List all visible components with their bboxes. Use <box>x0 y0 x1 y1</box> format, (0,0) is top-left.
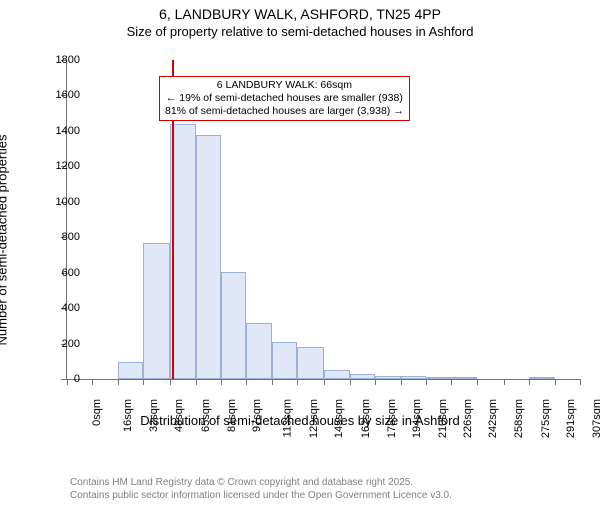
histogram-bar <box>221 272 246 379</box>
histogram-bar <box>401 376 426 379</box>
x-tick-label: 0sqm <box>91 399 103 426</box>
histogram-bar <box>143 243 170 379</box>
x-tick <box>272 379 273 385</box>
attribution-line2: Contains public sector information licen… <box>70 490 452 503</box>
x-tick <box>426 379 427 385</box>
attribution-text: Contains HM Land Registry data © Crown c… <box>70 477 452 502</box>
annotation-box: 6 LANDBURY WALK: 66sqm← 19% of semi-deta… <box>159 76 410 121</box>
histogram-bar <box>324 370 349 379</box>
x-tick <box>196 379 197 385</box>
histogram-bar <box>196 135 221 379</box>
x-tick-label: 291sqm <box>565 399 577 438</box>
y-tick-label: 0 <box>40 373 80 385</box>
x-tick-label: 81sqm <box>226 399 238 432</box>
x-tick-label: 194sqm <box>411 399 423 438</box>
x-tick <box>401 379 402 385</box>
x-tick <box>504 379 505 385</box>
x-tick <box>477 379 478 385</box>
x-tick-label: 129sqm <box>308 399 320 438</box>
x-tick <box>297 379 298 385</box>
x-tick <box>451 379 452 385</box>
y-tick-label: 400 <box>40 302 80 314</box>
x-tick-label: 32sqm <box>148 399 160 432</box>
x-tick-label: 178sqm <box>386 399 398 438</box>
x-tick <box>324 379 325 385</box>
attribution-line1: Contains HM Land Registry data © Crown c… <box>70 477 452 490</box>
histogram-bar <box>246 323 271 379</box>
annotation-line: ← 19% of semi-detached houses are smalle… <box>165 92 404 105</box>
x-tick-label: 65sqm <box>200 399 212 432</box>
histogram-bar <box>375 376 400 379</box>
x-tick <box>350 379 351 385</box>
y-tick-label: 1800 <box>40 54 80 66</box>
y-tick-label: 200 <box>40 338 80 350</box>
page-subtitle: Size of property relative to semi-detach… <box>0 24 600 39</box>
x-tick-label: 97sqm <box>251 399 263 432</box>
y-tick-label: 800 <box>40 231 80 243</box>
page-title: 6, LANDBURY WALK, ASHFORD, TN25 4PP <box>0 6 600 22</box>
histogram-bar <box>426 377 451 379</box>
annotation-line: 81% of semi-detached houses are larger (… <box>165 105 404 118</box>
histogram-bar <box>529 377 554 379</box>
x-tick-label: 16sqm <box>122 399 134 432</box>
plot-area: 6 LANDBURY WALK: 66sqm← 19% of semi-deta… <box>66 60 580 380</box>
x-tick-label: 145sqm <box>333 399 345 438</box>
x-tick <box>143 379 144 385</box>
y-tick-label: 1000 <box>40 196 80 208</box>
histogram-bar <box>451 377 476 379</box>
y-tick-label: 1600 <box>40 89 80 101</box>
histogram-bar <box>297 347 324 379</box>
histogram-bar <box>170 124 195 379</box>
x-tick-label: 162sqm <box>360 399 372 438</box>
x-tick <box>92 379 93 385</box>
x-tick <box>555 379 556 385</box>
y-tick-label: 1400 <box>40 125 80 137</box>
x-tick-label: 307sqm <box>591 399 600 438</box>
x-tick <box>221 379 222 385</box>
x-tick <box>580 379 581 385</box>
histogram-bar <box>118 362 143 379</box>
x-tick <box>118 379 119 385</box>
y-tick-label: 600 <box>40 267 80 279</box>
y-tick-label: 1200 <box>40 160 80 172</box>
chart-container: Number of semi-detached properties 6 LAN… <box>0 50 600 430</box>
x-tick-label: 242sqm <box>487 399 499 438</box>
x-tick-label: 226sqm <box>462 399 474 438</box>
x-tick <box>529 379 530 385</box>
histogram-bar <box>272 342 297 379</box>
x-tick-label: 48sqm <box>173 399 185 432</box>
histogram-bar <box>350 374 375 379</box>
x-tick-label: 258sqm <box>513 399 525 438</box>
y-axis-label: Number of semi-detached properties <box>0 135 10 346</box>
x-tick <box>170 379 171 385</box>
x-tick-label: 275sqm <box>540 399 552 438</box>
x-tick <box>246 379 247 385</box>
annotation-line: 6 LANDBURY WALK: 66sqm <box>165 79 404 92</box>
x-tick <box>375 379 376 385</box>
x-tick-label: 113sqm <box>282 399 294 437</box>
x-tick-label: 210sqm <box>437 399 449 438</box>
